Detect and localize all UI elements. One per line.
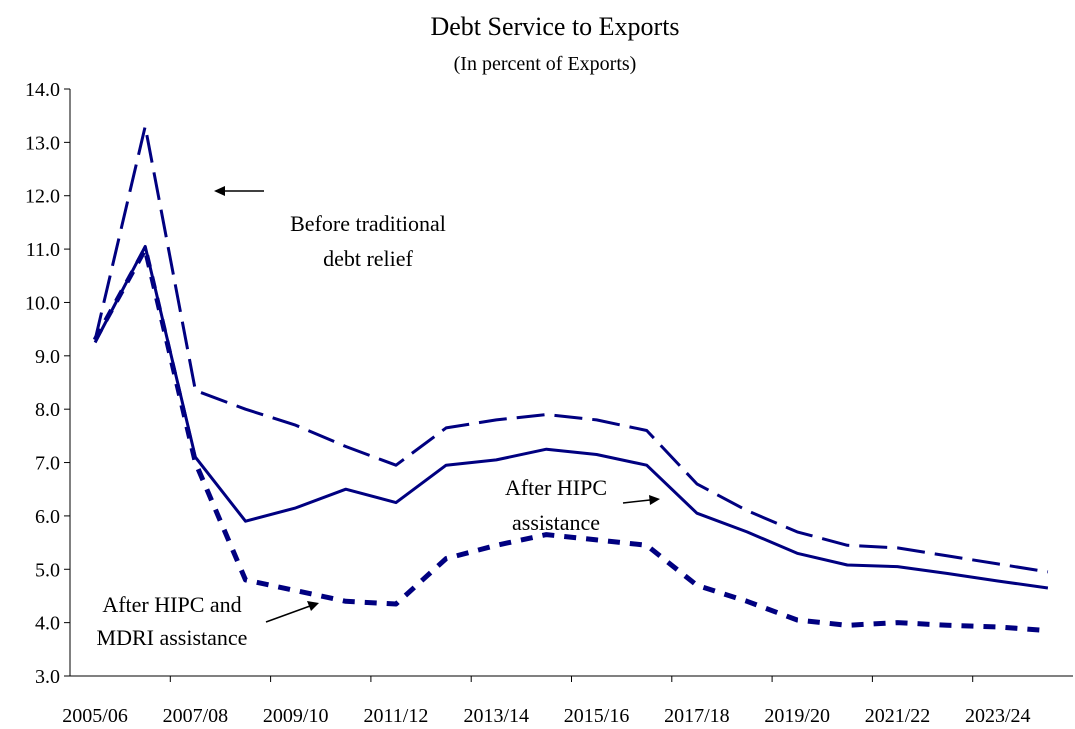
y-tick-label: 3.0	[35, 666, 60, 688]
series-line-short-dash	[92, 246, 1049, 634]
x-tick-label: 2009/10	[263, 705, 329, 727]
y-tick-label: 11.0	[26, 239, 60, 261]
annotation-line: MDRI assistance	[97, 625, 248, 650]
x-tick-label: 2021/22	[865, 705, 931, 727]
y-tick-label: 13.0	[25, 132, 60, 154]
x-tick-label: 2023/24	[965, 705, 1031, 727]
x-tick-label: 2019/20	[764, 705, 830, 727]
x-tick-label: 2017/18	[664, 705, 730, 727]
annotation-line: assistance	[512, 510, 600, 535]
y-tick-label: 7.0	[35, 453, 60, 475]
annotation-arrow	[622, 499, 651, 504]
annotation-line: debt relief	[323, 246, 413, 271]
series-line-solid	[93, 244, 1049, 590]
y-tick-label: 9.0	[35, 346, 60, 368]
x-axis-ticks: 2005/06 2007/08 2009/10 2011/12 2013/14 2015/…	[62, 676, 1031, 727]
arrow-head-icon	[307, 601, 319, 611]
y-tick-label: 8.0	[35, 399, 60, 421]
series-line-long-dash	[93, 124, 1049, 574]
annotation-before-traditional: Before traditional debt relief	[214, 186, 446, 271]
arrow-head-icon	[649, 495, 660, 505]
annotation-arrow	[265, 605, 311, 623]
annotation-line: Before traditional	[290, 211, 446, 236]
y-tick-label: 6.0	[35, 506, 60, 528]
x-tick-label: 2005/06	[62, 705, 128, 727]
x-tick-label: 2011/12	[364, 705, 429, 727]
y-tick-label: 4.0	[35, 613, 60, 635]
series-layer	[92, 124, 1049, 634]
x-tick-label: 2007/08	[163, 705, 229, 727]
annotation-line: After HIPC	[505, 475, 607, 500]
arrow-head-icon	[214, 186, 225, 196]
y-axis-ticks: 3.0 4.0 5.0 6.0 7.0 8.0 9.0 10.0 11.0 12.0 13.0 14.…	[25, 79, 70, 688]
y-tick-label: 12.0	[25, 186, 60, 208]
x-tick-label: 2013/14	[463, 705, 529, 727]
annotation-after-hipc-mdri: After HIPC and MDRI assistance	[97, 592, 319, 650]
annotation-line: After HIPC and	[102, 592, 241, 617]
chart-subtitle: (In percent of Exports)	[454, 53, 637, 75]
y-tick-label: 14.0	[25, 79, 60, 101]
y-tick-label: 5.0	[35, 559, 60, 581]
annotations: Before traditional debt relief After HIP…	[97, 186, 660, 650]
y-tick-label: 10.0	[25, 292, 60, 314]
annotation-after-hipc: After HIPC assistance	[505, 475, 660, 535]
chart-title: Debt Service to Exports	[430, 12, 679, 41]
x-tick-label: 2015/16	[564, 705, 630, 727]
